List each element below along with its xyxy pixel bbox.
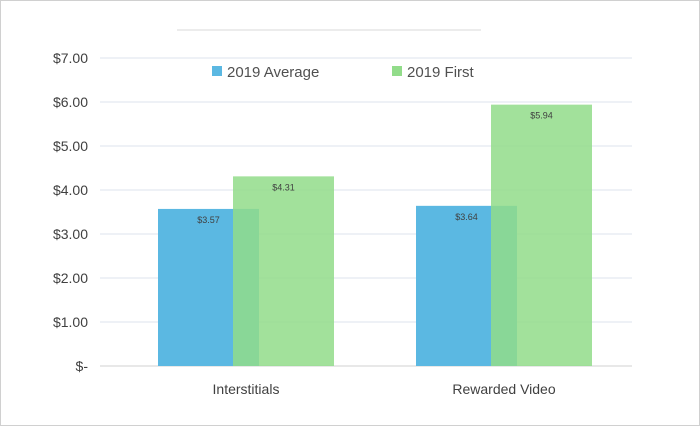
y-tick-label: $7.00 xyxy=(53,50,88,66)
y-tick-label: $4.00 xyxy=(53,182,88,198)
category-label: Rewarded Video xyxy=(452,381,555,397)
bar-first xyxy=(233,176,334,366)
data-label: $3.64 xyxy=(455,212,478,222)
legend-swatch xyxy=(392,66,402,76)
data-label: $3.57 xyxy=(197,215,220,225)
y-tick-label: $- xyxy=(76,358,89,374)
legend-label: 2019 First xyxy=(407,64,475,81)
category-label: Interstitials xyxy=(213,381,280,397)
y-tick-label: $2.00 xyxy=(53,270,88,286)
legend-swatch xyxy=(212,66,222,76)
y-tick-label: $5.00 xyxy=(53,138,88,154)
y-tick-label: $1.00 xyxy=(53,314,88,330)
y-tick-label: $6.00 xyxy=(53,94,88,110)
y-tick-label: $3.00 xyxy=(53,226,88,242)
bar-first xyxy=(491,104,592,366)
data-label: $4.31 xyxy=(272,182,295,192)
legend-label: 2019 Average xyxy=(227,64,319,81)
data-label: $5.94 xyxy=(530,111,553,121)
